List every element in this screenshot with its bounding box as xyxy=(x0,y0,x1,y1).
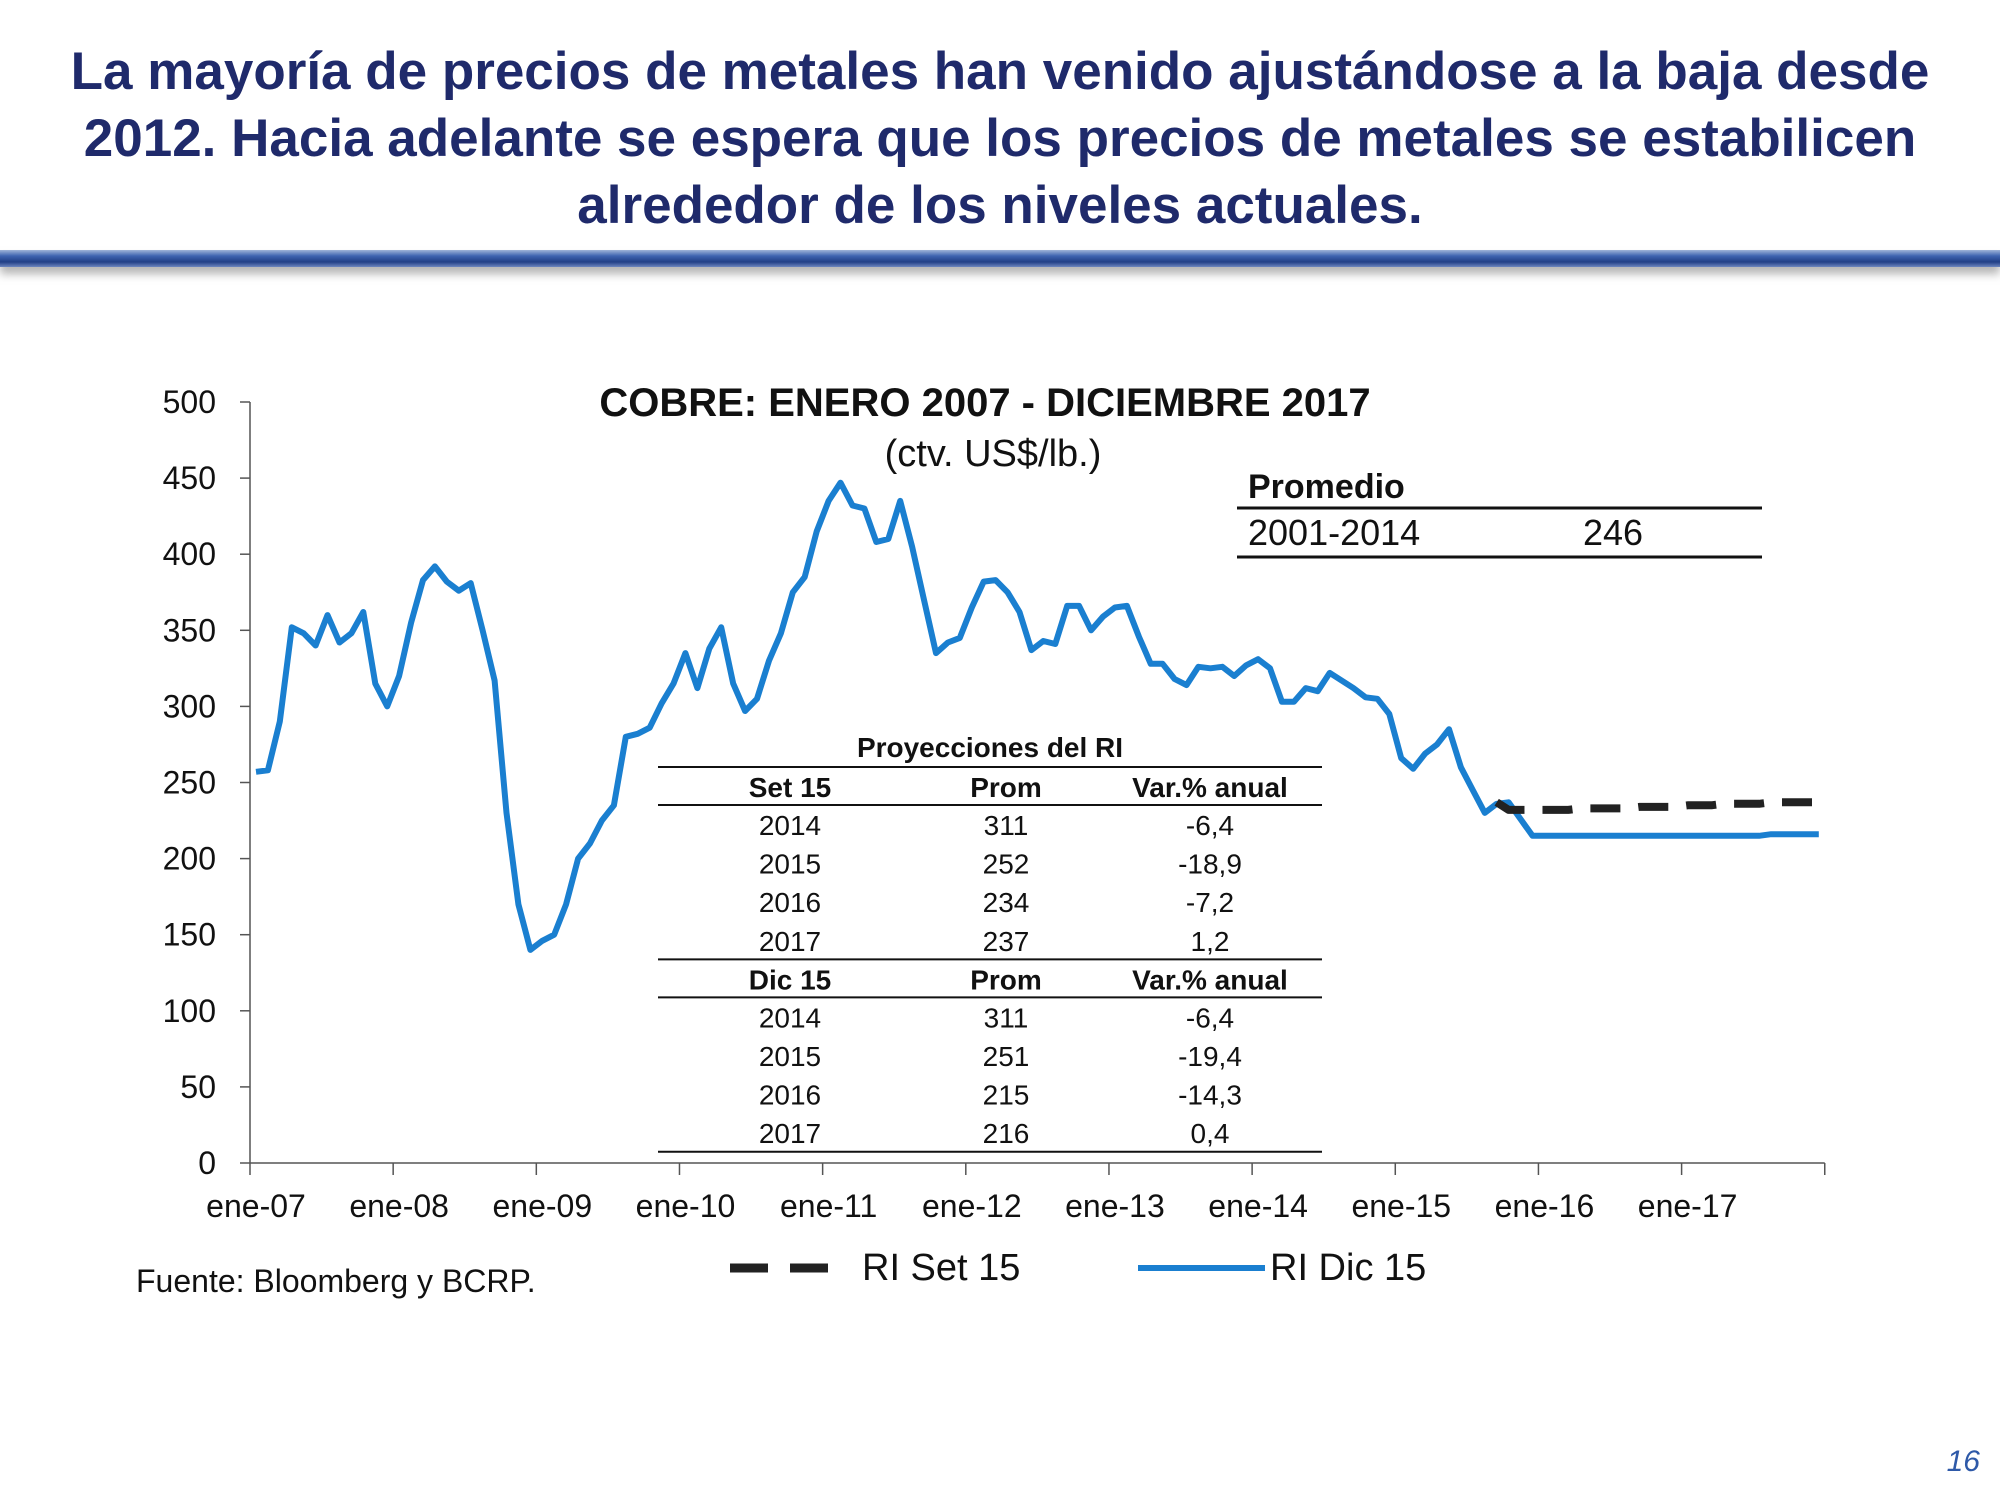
headline-line-2: 2012. Hacia adelante se espera que los p… xyxy=(83,109,1917,168)
projection-cell-prom: 215 xyxy=(983,1080,1030,1111)
x-tick-label: ene-15 xyxy=(1351,1188,1451,1224)
projection-cell-year: 2015 xyxy=(759,849,821,880)
y-tick-label: 450 xyxy=(163,460,216,496)
projection-cell-var: -6,4 xyxy=(1186,1002,1234,1033)
projection-cell-var: -19,4 xyxy=(1178,1041,1242,1072)
projection-table-background xyxy=(658,733,1322,1155)
projection-cell-var: 1,2 xyxy=(1191,926,1230,957)
projection-cell-var: 0,4 xyxy=(1191,1118,1230,1149)
projection-group-label: Dic 15 xyxy=(749,964,832,995)
projection-col-prom: Prom xyxy=(970,772,1042,803)
x-tick-label: ene-14 xyxy=(1208,1188,1308,1224)
y-tick-label: 100 xyxy=(163,993,216,1029)
x-tick-label: ene-17 xyxy=(1638,1188,1738,1224)
y-tick-label: 0 xyxy=(198,1145,216,1181)
series-line-ri-set-15 xyxy=(1494,798,1819,814)
projection-cell-year: 2015 xyxy=(759,1041,821,1072)
headline-line-3: alrededor de los niveles actuales. xyxy=(577,176,1423,235)
chart-title: COBRE: ENERO 2007 - DICIEMBRE 2017 xyxy=(599,381,1370,425)
y-tick-label: 500 xyxy=(163,384,216,420)
projection-group-label: Set 15 xyxy=(749,772,832,803)
projection-cell-year: 2014 xyxy=(759,1002,821,1033)
projection-cell-year: 2016 xyxy=(759,1080,821,1111)
projection-cell-year: 2016 xyxy=(759,887,821,918)
headline-divider xyxy=(0,250,2000,267)
projection-cell-var: -6,4 xyxy=(1186,810,1234,841)
y-tick-label: 400 xyxy=(163,536,216,572)
projection-col-prom: Prom xyxy=(970,964,1042,995)
y-tick-label: 50 xyxy=(180,1069,216,1105)
projection-col-var: Var.% anual xyxy=(1132,772,1288,803)
projection-cell-var: -7,2 xyxy=(1186,887,1234,918)
slide-headline: La mayoría de precios de metales han ven… xyxy=(0,38,2000,239)
projection-cell-var: -14,3 xyxy=(1178,1080,1242,1111)
x-tick-label: ene-10 xyxy=(636,1188,736,1224)
projection-cell-year: 2017 xyxy=(759,926,821,957)
y-tick-label: 300 xyxy=(163,688,216,724)
legend-label-ri-set-15: RI Set 15 xyxy=(862,1247,1020,1289)
projection-cell-prom: 216 xyxy=(983,1118,1030,1149)
x-tick-label: ene-09 xyxy=(492,1188,592,1224)
y-tick-label: 350 xyxy=(163,612,216,648)
projection-col-var: Var.% anual xyxy=(1132,964,1288,995)
y-tick-label: 250 xyxy=(163,765,216,801)
projection-cell-year: 2014 xyxy=(759,810,821,841)
projection-cell-prom: 311 xyxy=(984,810,1029,841)
projection-cell-year: 2017 xyxy=(759,1118,821,1149)
x-tick-label: ene-13 xyxy=(1065,1188,1165,1224)
promedio-period: 2001-2014 xyxy=(1248,512,1420,553)
projection-cell-prom: 237 xyxy=(983,926,1030,957)
source-note: Fuente: Bloomberg y BCRP. xyxy=(136,1263,536,1299)
projection-cell-prom: 234 xyxy=(983,887,1030,918)
y-tick-label: 150 xyxy=(163,917,216,953)
projection-cell-prom: 311 xyxy=(984,1002,1029,1033)
promedio-value: 246 xyxy=(1583,512,1643,553)
x-tick-label: ene-16 xyxy=(1495,1188,1595,1224)
page-number: 16 xyxy=(1946,1445,1980,1478)
legend-label-ri-dic-15: RI Dic 15 xyxy=(1270,1247,1426,1289)
x-tick-label: ene-08 xyxy=(349,1188,449,1224)
projection-table-title: Proyecciones del RI xyxy=(857,732,1123,763)
series-line-ri-dic-15 xyxy=(255,479,1819,953)
y-tick-label: 200 xyxy=(163,841,216,877)
x-tick-label: ene-11 xyxy=(780,1188,877,1224)
promedio-header: Promedio xyxy=(1248,468,1405,506)
x-tick-label: ene-07 xyxy=(206,1188,306,1224)
headline-line-1: La mayoría de precios de metales han ven… xyxy=(70,42,1930,101)
projection-cell-var: -18,9 xyxy=(1178,849,1242,880)
projection-cell-prom: 252 xyxy=(983,849,1030,880)
x-tick-label: ene-12 xyxy=(922,1188,1022,1224)
projection-cell-prom: 251 xyxy=(983,1041,1030,1072)
chart-subtitle: (ctv. US$/lb.) xyxy=(885,433,1102,475)
